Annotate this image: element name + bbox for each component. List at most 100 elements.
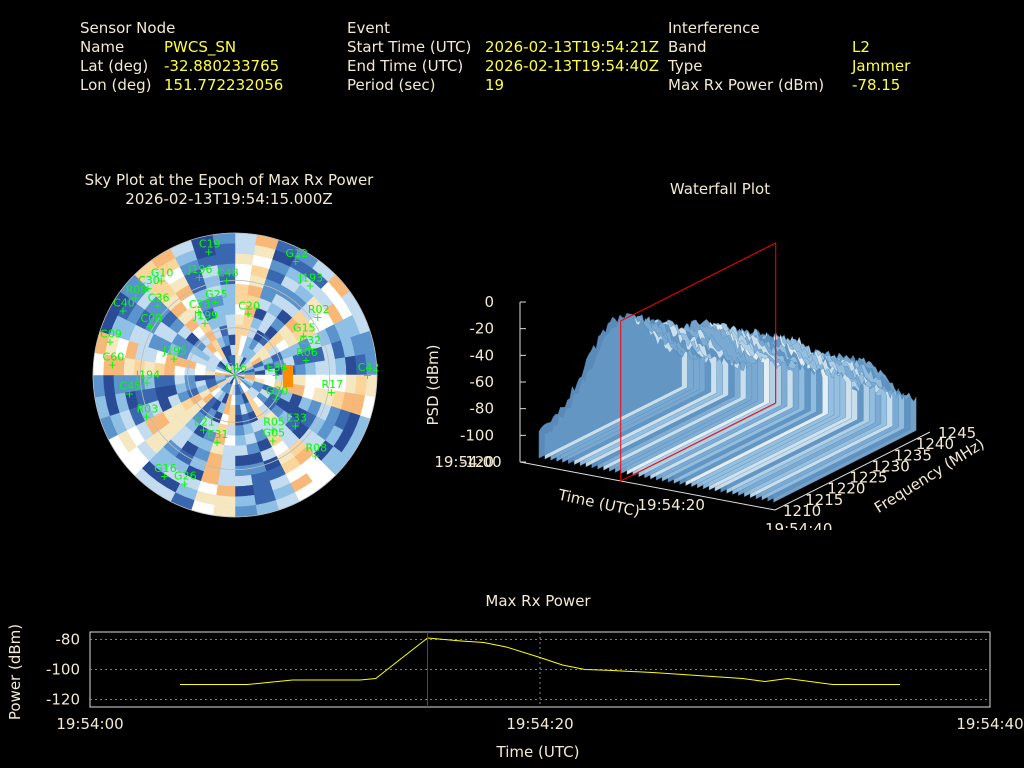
satellite-label: G05	[263, 427, 286, 440]
interference-power-value: -78.15	[852, 76, 901, 94]
waterfall-z-tick-label: -80	[470, 400, 495, 418]
satellite-marker: +C40	[113, 296, 135, 317]
satellite-plus: +	[268, 435, 277, 448]
maxrx-series-line	[180, 637, 900, 685]
satellite-marker: +J199	[193, 309, 218, 330]
satellite-label: J199	[193, 309, 218, 322]
satellite-label: J195	[162, 345, 187, 358]
sensor-name-label: Name	[80, 38, 125, 56]
satellite-marker: +E21	[194, 416, 215, 437]
satellite-label: C20	[238, 299, 260, 312]
skyplot-cell	[102, 374, 116, 396]
skyplot-cell	[234, 484, 255, 497]
satellite-marker: +C36	[148, 291, 170, 312]
satellite-label: C30	[138, 274, 160, 287]
satellite-marker: +C08	[140, 312, 162, 333]
jammer-direction-marker	[283, 365, 293, 387]
satellite-label: R09	[126, 283, 148, 296]
satellite-label: G30	[266, 385, 289, 398]
waterfall-xlabel: Time (UTC)	[556, 485, 642, 520]
satellite-label: C23	[189, 298, 211, 311]
skyplot-cell	[234, 434, 247, 447]
maxrx-xlabel: Time (UTC)	[496, 743, 580, 761]
satellite-plus: +	[142, 410, 151, 423]
satellite-plus: +	[157, 275, 166, 288]
satellite-plus: +	[125, 388, 134, 401]
skyplot-cell	[344, 374, 357, 395]
satellite-plus: +	[143, 282, 152, 295]
skyplot-cell	[234, 253, 255, 266]
satellite-marker: +C30	[138, 274, 160, 295]
satellite-marker: +R17	[322, 378, 344, 399]
event-period-value: 19	[485, 76, 505, 94]
waterfall-zlabel: PSD (dBm)	[424, 344, 442, 425]
skyplot-subtitle: 2026-02-13T19:54:15.000Z	[125, 190, 333, 208]
satellite-plus: +	[212, 436, 221, 449]
satellite-marker: +G16	[154, 462, 177, 483]
satellite-marker: +G30	[266, 385, 289, 406]
waterfall-z-tick-label: -40	[470, 346, 495, 364]
satellite-label: R17	[322, 378, 344, 391]
satellite-marker: +C45	[119, 380, 141, 401]
skyplot-cell	[223, 303, 236, 316]
satellite-plus: +	[153, 299, 162, 312]
sensor-lat-value: -32.880233765	[164, 57, 280, 75]
skyplot-cell	[123, 357, 136, 376]
skyplot-cell	[234, 414, 244, 426]
satellite-plus: +	[222, 275, 231, 288]
maxrx-x-tick-label: 19:54:20	[506, 715, 573, 733]
satellite-plus: +	[211, 296, 220, 309]
satellite-label: G25	[205, 288, 228, 301]
satellite-plus: +	[305, 280, 314, 293]
satellite-label: R05	[263, 415, 285, 428]
satellite-plus: +	[108, 358, 117, 371]
waterfall-freq-tick-label: 1235	[894, 446, 932, 464]
skyplot-cell	[163, 374, 176, 387]
max-rx-power-plot: Power (dBm) Time (UTC) -80 -100 -120 19:54:…	[6, 624, 1024, 761]
satellite-marker: +R09	[126, 283, 148, 304]
skyplot-title: Sky Plot at the Epoch of Max Rx Power	[84, 171, 374, 189]
sensor-lon-value: 151.772232056	[164, 76, 284, 94]
satellite-plus: +	[301, 354, 310, 367]
interference-type-value: Jammer	[852, 57, 911, 75]
satellite-marker: +G05	[263, 427, 286, 448]
skyplot-cell	[234, 494, 256, 508]
skyplot-cell	[220, 454, 236, 467]
satellite-label: G26	[174, 470, 197, 483]
satellite-label: J194	[135, 369, 160, 382]
satellite-label: E21	[194, 416, 215, 429]
satellite-marker: +R03	[137, 402, 159, 423]
skyplot-cell	[214, 494, 236, 508]
skyplot-cell	[234, 504, 258, 518]
waterfall-freq-tick-label: 1245	[938, 424, 976, 442]
satellite-label: C46	[225, 361, 247, 374]
satellite-label: C36	[148, 291, 170, 304]
satellite-marker: +C19	[199, 238, 221, 259]
satellite-marker: +J195	[162, 345, 187, 366]
waterfall-time-axis	[519, 461, 776, 511]
waterfall-freq-tick-label: 1210	[783, 502, 821, 520]
skyplot-cell	[234, 232, 258, 246]
maxrx-x-tick-label: 19:54:00	[56, 715, 123, 733]
satellite-marker: +E33	[286, 412, 307, 433]
interference-power-label: Max Rx Power (dBm)	[668, 76, 825, 94]
skyplot-cell	[334, 357, 347, 376]
waterfall-z-tick-label: -60	[470, 373, 495, 391]
waterfall-slice	[538, 312, 682, 459]
satellite-marker: +J193	[298, 272, 323, 293]
satellite-label: C45	[119, 380, 141, 393]
satellite-plus: +	[194, 306, 203, 319]
skyplot-cell	[324, 358, 337, 376]
event-heading: Event	[347, 19, 390, 37]
waterfall-time-tick-label: 19:54:00	[434, 453, 501, 471]
satellite-marker: +C42	[358, 361, 380, 382]
waterfall-epoch-plane	[620, 242, 777, 482]
satellite-marker: +G15	[293, 322, 316, 343]
satellite-marker: +G12	[285, 247, 308, 268]
satellite-plus: +	[230, 369, 239, 382]
satellite-label: R08	[306, 441, 328, 454]
satellite-plus: +	[131, 291, 140, 304]
sensor-lat-label: Lat (deg)	[80, 57, 149, 75]
skyplot-cell	[294, 374, 307, 387]
